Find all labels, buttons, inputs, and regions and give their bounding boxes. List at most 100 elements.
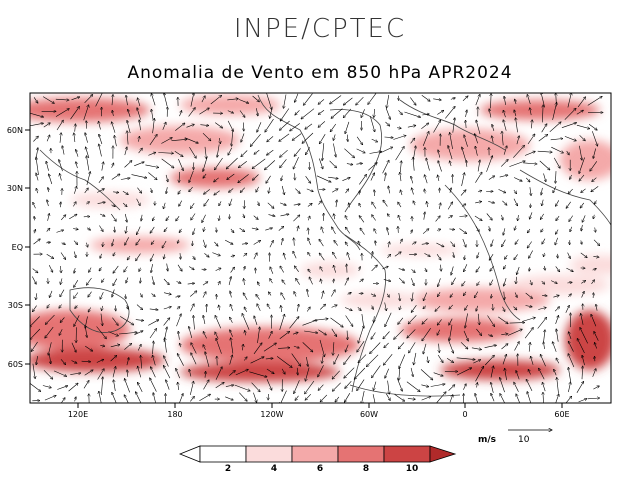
- wind-arrow: [388, 186, 390, 194]
- wind-arrow: [161, 158, 174, 168]
- wind-arrow: [423, 292, 427, 301]
- wind-arrow: [539, 160, 550, 170]
- wind-arrow: [140, 277, 141, 284]
- wind-arrow: [71, 97, 80, 101]
- wind-arrow: [334, 214, 335, 220]
- wind-arrow: [126, 277, 129, 284]
- wind-arrow: [477, 160, 480, 172]
- wind-arrow: [139, 136, 140, 142]
- australia-coast: [69, 287, 130, 333]
- wind-arrow: [244, 279, 245, 286]
- wind-arrow: [344, 148, 354, 158]
- wind-arrow: [96, 326, 107, 339]
- wind-arrow: [253, 215, 259, 220]
- wind-arrow: [582, 366, 583, 380]
- wind-arrow: [358, 354, 367, 363]
- wind-arrow: [333, 134, 336, 141]
- wind-arrow: [490, 279, 494, 286]
- colorbar-segment-2-4: [245, 445, 293, 463]
- wind-arrow: [406, 381, 420, 392]
- wind-arrow: [113, 192, 119, 193]
- wind-arrow: [539, 368, 545, 380]
- wind-arrow: [219, 215, 220, 221]
- wind-arrow: [448, 146, 453, 160]
- org-title: INPE/CPTEC: [233, 14, 407, 44]
- wind-arrow: [177, 264, 182, 271]
- wind-arrow: [280, 159, 287, 168]
- wind-arrow: [254, 316, 258, 325]
- wind-arrow: [516, 118, 518, 133]
- wind-arrow: [60, 133, 61, 143]
- wind-arrow: [427, 356, 428, 363]
- wind-arrow: [179, 171, 180, 183]
- wind-arrow: [190, 93, 194, 107]
- wind-arrow: [293, 251, 297, 259]
- wind-arrow: [347, 134, 348, 142]
- wind-arrow: [476, 305, 478, 311]
- wind-arrow: [205, 371, 206, 378]
- wind-arrow: [178, 382, 179, 390]
- wind-arrow: [137, 187, 141, 194]
- wind-arrow: [593, 256, 599, 257]
- wind-arrow: [190, 381, 193, 395]
- wind-arrow: [163, 202, 165, 209]
- wind-arrow: [509, 323, 525, 324]
- wind-arrow: [268, 331, 273, 339]
- wind-arrow: [408, 315, 417, 324]
- wind-arrow: [148, 320, 159, 326]
- wind-arrow: [502, 239, 506, 247]
- wind-arrow: [46, 228, 50, 232]
- wind-arrow: [61, 243, 66, 245]
- wind-arrow: [318, 121, 326, 127]
- wind-arrow: [529, 267, 530, 271]
- wind-arrow: [219, 305, 220, 311]
- wind-arrow: [556, 215, 560, 221]
- wind-arrow: [101, 377, 102, 396]
- wind-arrow: [394, 329, 404, 339]
- wind-arrow: [556, 329, 559, 342]
- wind-arrow: [112, 392, 117, 403]
- lat-label-eq: EQ: [12, 243, 23, 252]
- wind-arrow: [542, 199, 544, 206]
- wind-arrow: [343, 108, 352, 118]
- wind-arrow: [49, 290, 53, 298]
- wind-arrow: [435, 216, 441, 222]
- wind-arrow: [488, 201, 494, 203]
- wind-arrow: [498, 316, 508, 324]
- wind-arrow: [593, 386, 599, 390]
- wind-arrow: [73, 229, 78, 230]
- wind-arrow: [379, 147, 393, 154]
- wind-arrow: [438, 278, 441, 286]
- wind-arrow: [489, 109, 492, 118]
- wind-arrow: [360, 228, 365, 235]
- wind-arrow: [278, 348, 290, 349]
- wind-arrow: [449, 395, 453, 403]
- wind-arrow: [297, 304, 299, 312]
- wind-arrow: [550, 139, 563, 140]
- wind-arrow: [400, 161, 401, 173]
- wind-arrow: [438, 175, 439, 181]
- wind-arrow: [459, 216, 467, 217]
- wind-arrow: [581, 224, 582, 231]
- wind-arrow: [438, 150, 441, 158]
- wind-arrow: [124, 343, 131, 350]
- wind-arrow: [189, 170, 194, 183]
- wind-arrow: [95, 93, 104, 107]
- wind-arrow: [190, 203, 195, 208]
- wind-arrow: [385, 302, 387, 311]
- wind-arrow: [193, 315, 194, 330]
- wind-arrow: [464, 135, 468, 147]
- wind-arrow: [513, 189, 517, 194]
- lon-label-0: 0: [462, 410, 467, 419]
- wind-arrow: [139, 267, 141, 272]
- wind-arrow: [502, 214, 503, 220]
- wind-arrow: [580, 202, 585, 208]
- wind-arrow: [100, 253, 102, 259]
- wind-arrow: [374, 108, 375, 118]
- wind-arrow: [514, 110, 516, 117]
- wind-arrow: [553, 186, 557, 193]
- wind-arrow: [48, 264, 53, 272]
- wind-arrow: [136, 304, 143, 310]
- wind-arrow: [44, 395, 56, 401]
- wind-arrow: [319, 134, 326, 144]
